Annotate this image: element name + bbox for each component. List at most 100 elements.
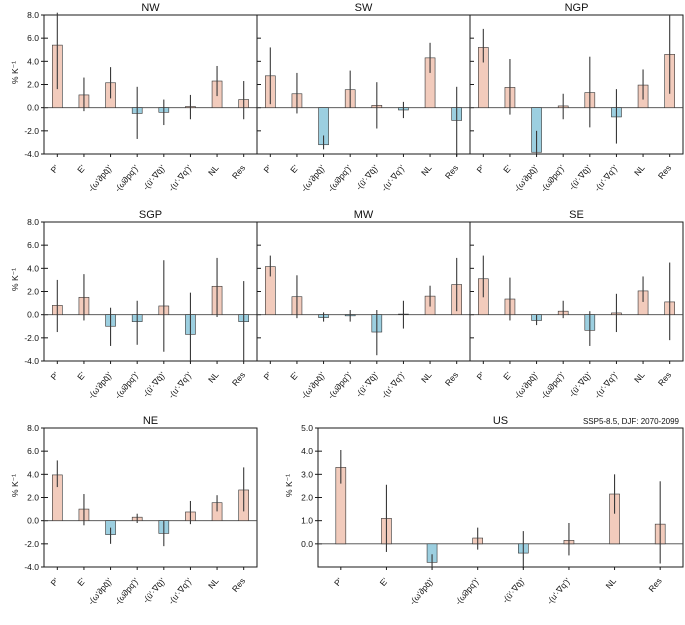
panel-mw: MW P' E'-(ω'∂pq̄)'-(ω̄∂pq')' -(ū'·∇q̄)'-(u'… (256, 209, 471, 401)
x-tick-label: NL (206, 370, 221, 385)
x-tick-label: P' (48, 163, 61, 175)
panel-frame (256, 14, 471, 155)
panel-frame (256, 221, 471, 362)
x-tick-label: E' (288, 370, 301, 382)
x-tick-label: -(ū'·∇q̄)' (500, 576, 527, 605)
x-tick-label: -(ω̄∂pq')' (325, 163, 353, 194)
y-tick-label: 4.0 (301, 446, 313, 456)
x-tick-label: -(u'·∇q')' (592, 370, 620, 401)
x-tick-label: Res (646, 576, 663, 594)
x-tick-label: -(u'·∇q')' (166, 163, 194, 194)
x-tick-label: P' (474, 163, 487, 175)
x-tick-label: -(ū'·∇q̄)' (567, 370, 594, 399)
x-tick-label: -(ū'·∇q̄)' (141, 163, 168, 192)
y-tick-label: 2.0 (301, 493, 313, 503)
x-tick-label: E' (288, 163, 301, 175)
x-tick-label: E' (75, 163, 88, 175)
x-tick-label: NL (206, 576, 221, 591)
y-tick-label: 0.0 (27, 516, 39, 526)
y-tick-label: -2.0 (24, 333, 39, 343)
x-tick-label: NL (603, 576, 618, 591)
x-tick-label: Res (443, 370, 460, 388)
panel-frame (469, 221, 684, 362)
y-tick-label: 8.0 (27, 423, 39, 433)
y-tick-label: 2.0 (27, 287, 39, 297)
y-tick-label: -2.0 (24, 539, 39, 549)
x-tick-label: E' (75, 576, 88, 588)
y-axis-label: % K⁻¹ (10, 268, 20, 291)
x-tick-label: NL (632, 370, 647, 385)
x-tick-label: Res (656, 163, 673, 181)
x-tick-label: -(ω̄∂pq')' (538, 163, 566, 194)
panel-frame (469, 14, 684, 155)
panel-title: SE (569, 209, 584, 221)
x-tick-label: -(ω'∂pq̄)' (86, 576, 114, 607)
y-tick-label: 0.0 (27, 103, 39, 113)
y-tick-label: 3.0 (301, 469, 313, 479)
x-tick-label: -(ω̄∂pq')' (112, 576, 140, 607)
y-tick-label: -4.0 (24, 356, 39, 366)
x-tick-label: P' (261, 370, 274, 382)
x-tick-label: -(ω̄∂pq')' (112, 163, 140, 194)
scenario-note: SSP5-8.5, DJF: 2070-2099 (583, 417, 680, 426)
x-tick-label: -(u'·∇q')' (166, 370, 194, 401)
x-tick-label: NL (419, 163, 434, 178)
y-tick-label: 6.0 (27, 33, 39, 43)
y-tick-label: -4.0 (24, 149, 39, 159)
x-tick-label: -(ω'∂pq̄)' (512, 370, 540, 401)
panel-title: SW (355, 2, 373, 14)
x-tick-label: NL (632, 163, 647, 178)
panel-title: US (493, 415, 508, 427)
x-tick-label: -(ω̄∂pq')' (538, 370, 566, 401)
y-tick-label: 6.0 (27, 446, 39, 456)
panel-ne: NE -4.0 -2.0 0.0 2.0 4.0 6.0 8.0 % K⁻¹ P' E'-(ω'∂p… (10, 415, 258, 607)
x-tick-label: -(ū'·∇q̄)' (354, 370, 381, 399)
panel-frame (43, 221, 258, 362)
x-tick-label: -(ū'·∇q̄)' (141, 370, 168, 399)
x-tick-label: E' (378, 576, 391, 588)
y-axis-label: % K⁻¹ (10, 474, 20, 497)
panel-frame (317, 427, 684, 568)
y-tick-label: -4.0 (24, 562, 39, 572)
y-tick-label: -2.0 (24, 126, 39, 136)
x-tick-label: -(u'·∇q')' (379, 370, 407, 401)
panel-sgp: SGP -4.0 -2.0 0.0 2.0 4.0 6.0 8.0 % K⁻¹ P' E'-(ω'∂… (10, 209, 258, 401)
x-tick-label: E' (75, 370, 88, 382)
x-tick-label: -(ω̄∂pq')' (325, 370, 353, 401)
x-tick-label: -(ω'∂pq̄)' (299, 163, 327, 194)
panel-nw: NW -4.0 -2.0 0.0 2.0 4.0 6.0 8.0 % K⁻¹ P' E'-(ω'∂p… (10, 2, 258, 194)
y-tick-label: 8.0 (27, 217, 39, 227)
x-tick-label: -(ω̄∂pq')' (453, 576, 481, 607)
x-tick-label: E' (501, 370, 514, 382)
x-tick-label: -(ω'∂pq̄)' (299, 370, 327, 401)
panel-ngp: NGP P' E'-(ω'∂pq̄)'-(ω̄∂pq')' -(ū'·∇q̄)'-(u… (469, 2, 684, 194)
y-tick-label: 1.0 (301, 516, 313, 526)
x-tick-label: P' (48, 370, 61, 382)
x-tick-label: Res (443, 163, 460, 181)
x-tick-label: Res (230, 163, 247, 181)
x-tick-label: -(u'·∇q')' (166, 576, 194, 607)
panel-title: NGP (565, 2, 589, 14)
y-tick-label: 4.0 (27, 263, 39, 273)
y-tick-label: 0.0 (27, 310, 39, 320)
panel-sw: SW P' E'-(ω'∂pq̄)'-(ω̄∂pq')' -(ū'·∇q̄)'-(u'… (256, 2, 471, 194)
x-tick-label: NL (206, 163, 221, 178)
panel-title: NW (141, 2, 160, 14)
x-tick-label: NL (419, 370, 434, 385)
x-tick-label: -(ū'·∇q̄)' (567, 163, 594, 192)
panel-title: SGP (139, 209, 162, 221)
x-tick-label: Res (656, 370, 673, 388)
x-tick-label: -(ω'∂pq̄)' (86, 163, 114, 194)
y-tick-label: 2.0 (27, 80, 39, 90)
panel-se: SE P' E'-(ω'∂pq̄)'-(ω̄∂pq')' -(ū'·∇q̄)'-(u'… (469, 209, 684, 401)
y-axis-label: % K⁻¹ (10, 61, 20, 84)
y-tick-label: 4.0 (27, 56, 39, 66)
x-tick-label: Res (230, 576, 247, 594)
panel-frame (43, 14, 258, 155)
x-tick-label: -(u'·∇q')' (379, 163, 407, 194)
panel-us: US0.01.02.03.04.05.0% K⁻¹P' E' -(ω'∂pq̄)' -… (284, 415, 684, 607)
x-tick-label: Res (230, 370, 247, 388)
panel-title: MW (354, 209, 374, 221)
x-tick-label: P' (332, 576, 345, 588)
